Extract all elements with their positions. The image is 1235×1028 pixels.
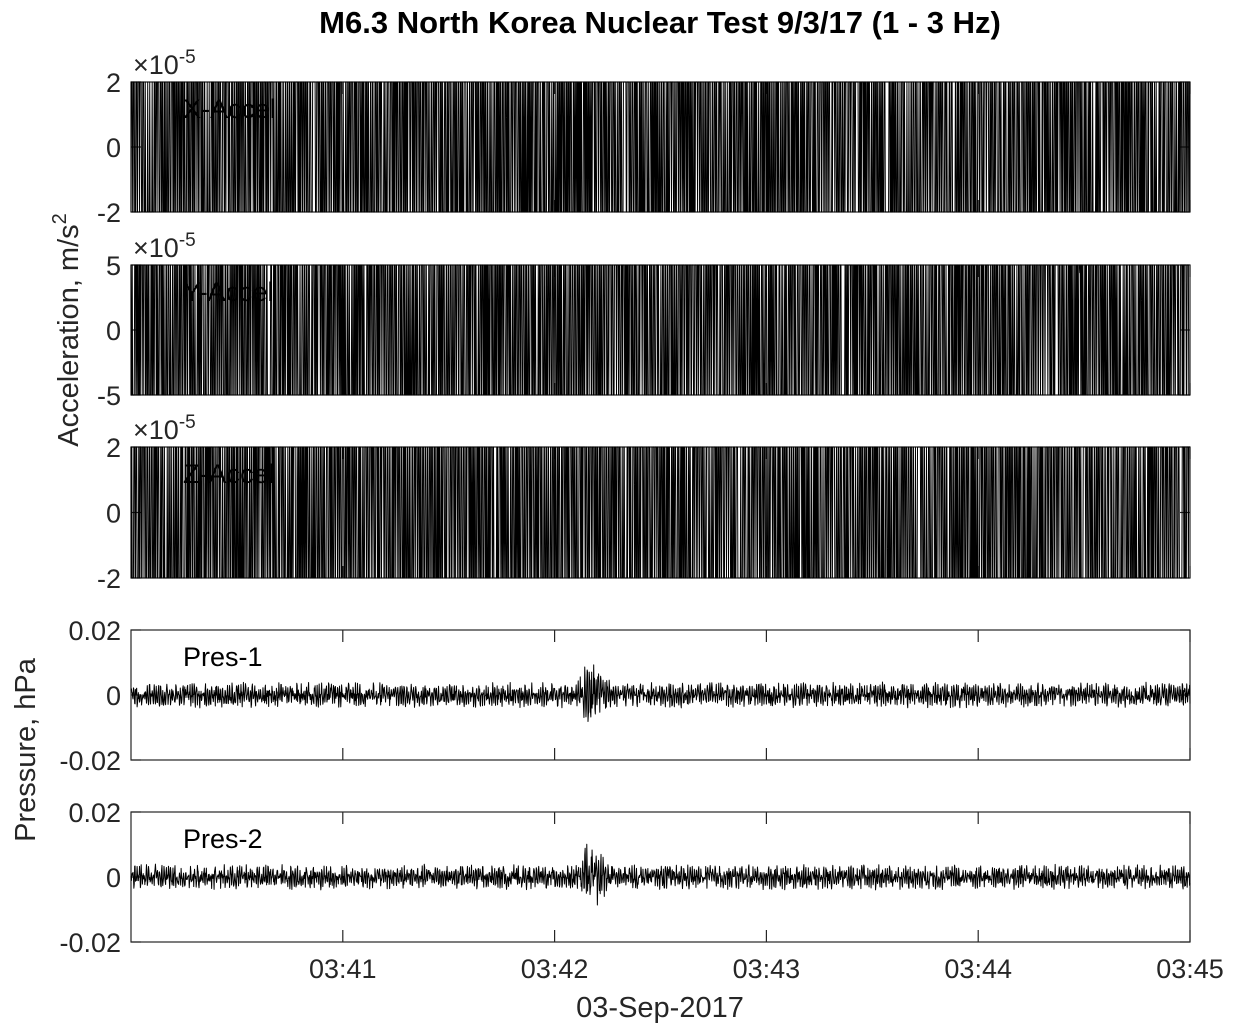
y-tick-label: 0 [106,499,121,529]
x-tick-label: 03:44 [944,954,1012,984]
y-tick-label: -0.02 [59,928,121,958]
y-tick-label: -2 [97,198,121,228]
series-line-y-accel [130,264,1191,396]
panel-label: Pres-1 [183,642,263,672]
axis-multiplier-sup: -5 [179,230,196,251]
y-tick-label: -0.02 [59,746,121,776]
x-axis-label: 03-Sep-2017 [576,992,744,1024]
panel-z-accel: 20-2×10-5Z-Accel [97,412,1191,594]
y-axis-label-acceleration-sup: 2 [49,213,71,224]
panels: 20-2×10-5X-Accel50-5×10-5Y-Accel20-2×10-… [59,47,1191,958]
y-tick-label: 0.02 [68,616,121,646]
x-tick-labels: 03:41 03:42 03:43 03:44 03:45 [309,954,1224,984]
axis-multiplier-base: ×10 [133,233,179,263]
y-axis-label-acceleration-base: Acceleration, m/s [53,224,85,446]
y-tick-label: -5 [97,381,121,411]
series-line-pres-2 [130,843,1191,906]
y-tick-label: 0.02 [68,798,121,828]
panel-pres-1: 0.02 0 -0.02 Pres-1 [59,616,1191,776]
y-axis-label-acceleration: Acceleration, m/s2 [49,213,85,447]
y-tick-label: 0 [106,316,121,346]
series-line-pres-1 [130,664,1191,722]
y-tick-label: 0 [106,681,121,711]
axis-multiplier-base: ×10 [133,415,179,445]
y-tick-label: -2 [97,564,121,594]
panel-y-accel: 50-5×10-5Y-Accel [97,230,1191,411]
panel-label: Pres-2 [183,824,263,854]
y-tick-label: 2 [106,433,121,463]
axis-multiplier-base: ×10 [133,50,179,80]
y-axis-label-pressure: Pressure, hPa [10,657,42,842]
y-tick-label: 0 [106,863,121,893]
axis-multiplier-sup: -5 [179,47,196,68]
y-tick-label: 0 [106,133,121,163]
series-line-x-accel [130,81,1191,213]
chart-title: M6.3 North Korea Nuclear Test 9/3/17 (1 … [319,5,1001,40]
x-tick-label: 03:42 [521,954,589,984]
panel-x-accel: 20-2×10-5X-Accel [97,47,1191,228]
y-tick-label: 2 [106,68,121,98]
x-tick-label: 03:41 [309,954,377,984]
panel-pres-2: 0.02 0 -0.02 Pres-2 [59,798,1191,958]
axis-multiplier: ×10-5 [133,412,196,445]
axis-multiplier-sup: -5 [179,412,196,433]
x-tick-label: 03:45 [1156,954,1224,984]
series-line-z-accel [130,446,1191,579]
axis-multiplier: ×10-5 [133,47,196,80]
axis-multiplier: ×10-5 [133,230,196,263]
x-tick-label: 03:43 [733,954,801,984]
y-tick-label: 5 [106,251,121,281]
